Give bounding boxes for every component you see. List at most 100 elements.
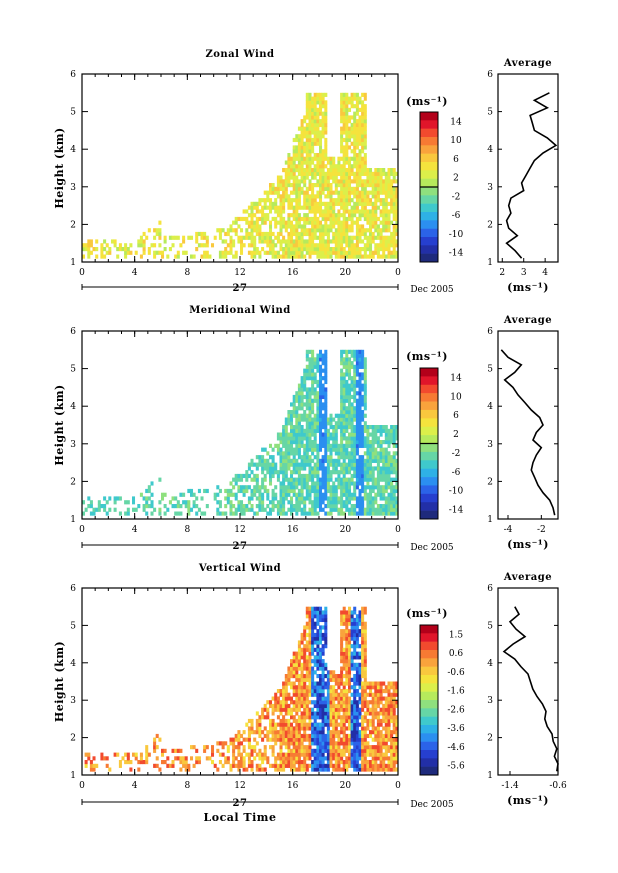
heatmap-cell [319, 402, 323, 407]
heatmap-cell [300, 149, 304, 154]
heatmap-cell [321, 462, 325, 467]
heatmap-cell [305, 201, 309, 206]
heatmap-cell [342, 451, 346, 456]
heatmap-cell [369, 500, 373, 505]
heatmap-cell [134, 250, 138, 255]
heatmap-cell [319, 379, 323, 385]
heatmap-cell [329, 696, 333, 701]
heatmap-cell [345, 681, 349, 686]
heatmap-cell [326, 681, 330, 686]
heatmap-cell [355, 470, 359, 475]
heatmap-cell [334, 425, 338, 430]
heatmap-cell [334, 715, 338, 720]
heatmap-cell [324, 722, 328, 727]
heatmap-cell [345, 760, 349, 765]
heatmap-cell [363, 391, 367, 396]
colorbar-tick-label: -6 [452, 211, 461, 221]
heatmap-cell [376, 428, 380, 433]
heatmap-cell [329, 201, 333, 206]
heatmap-cell [168, 500, 172, 505]
heatmap-cell [342, 209, 346, 214]
heatmap-cell [139, 760, 143, 765]
heatmap-cell [358, 96, 362, 101]
heatmap-cell [274, 205, 278, 210]
heatmap-cell [295, 216, 299, 222]
heatmap-cell [284, 171, 288, 176]
heatmap-cell [332, 198, 336, 203]
average-x-tick-label: -2 [537, 525, 546, 535]
heatmap-cell [329, 496, 333, 501]
heatmap-cell [348, 364, 352, 369]
heatmap-cell [287, 231, 291, 237]
heatmap-cell [279, 213, 283, 218]
heatmap-cell [216, 767, 220, 772]
heatmap-cell [348, 391, 352, 396]
heatmap-cell [345, 398, 349, 403]
heatmap-cell [305, 748, 309, 753]
heatmap-cell [324, 629, 328, 634]
heatmap-cell [329, 504, 333, 509]
average-x-tick-label: 4 [542, 268, 548, 278]
heatmap-cell [250, 205, 254, 210]
heatmap-cell [384, 745, 388, 750]
heatmap-cell [234, 496, 238, 501]
heatmap-cell [321, 250, 325, 255]
heatmap-cell [292, 730, 296, 735]
heatmap-cell [361, 134, 365, 139]
heatmap-cell [319, 685, 323, 690]
heatmap-cell [392, 213, 396, 218]
heatmap-cell [319, 606, 323, 611]
heatmap-cell [363, 700, 367, 705]
heatmap-cell [334, 492, 338, 497]
heatmap-cell [274, 760, 278, 765]
heatmap-cell [324, 250, 328, 255]
heatmap-cell [284, 183, 288, 188]
heatmap-cell [324, 440, 328, 445]
heatmap-cell [300, 235, 304, 240]
heatmap-cell [374, 748, 378, 753]
heatmap-cell [321, 647, 325, 652]
heatmap-cell [392, 250, 396, 255]
heatmap-cell [290, 410, 294, 415]
heatmap-cell [342, 610, 346, 615]
heatmap-cell [282, 689, 286, 694]
heatmap-cell [308, 733, 312, 739]
heatmap-cell [353, 220, 357, 225]
heatmap-cell [313, 428, 317, 433]
heatmap-cell [313, 137, 317, 143]
x-tick-label: 0 [79, 525, 85, 535]
heatmap-cell [305, 674, 309, 679]
heatmap-cell [324, 153, 328, 158]
heatmap-cell [282, 681, 286, 686]
heatmap-cell [297, 741, 301, 746]
heatmap-cell [245, 767, 249, 772]
heatmap-cell [390, 496, 394, 501]
heatmap-cell [361, 387, 365, 392]
heatmap-cell [392, 186, 396, 191]
heatmap-cell [300, 130, 304, 135]
heatmap-cell [303, 677, 307, 682]
heatmap-cell [332, 692, 336, 697]
heatmap-cell [253, 205, 257, 210]
heatmap-cell [345, 186, 349, 191]
heatmap-cell [305, 447, 309, 452]
heatmap-cell [269, 703, 273, 709]
heatmap-cell [345, 748, 349, 753]
heatmap-cell [355, 629, 359, 634]
heatmap-cell [271, 190, 275, 195]
heatmap-cell [319, 231, 323, 237]
heatmap-cell [308, 134, 312, 139]
heatmap-cell [297, 137, 301, 143]
heatmap-cell [324, 149, 328, 154]
heatmap-cell [353, 707, 357, 712]
heatmap-cell [324, 477, 328, 482]
heatmap-cell [348, 190, 352, 195]
heatmap-cell [166, 507, 170, 512]
heatmap-cell [348, 636, 352, 641]
heatmap-cell [369, 485, 373, 490]
heatmap-cell [350, 644, 354, 649]
average-frame [497, 330, 559, 520]
heatmap-cell [308, 614, 312, 619]
heatmap-cell [379, 718, 383, 724]
heatmap-cell [342, 745, 346, 750]
